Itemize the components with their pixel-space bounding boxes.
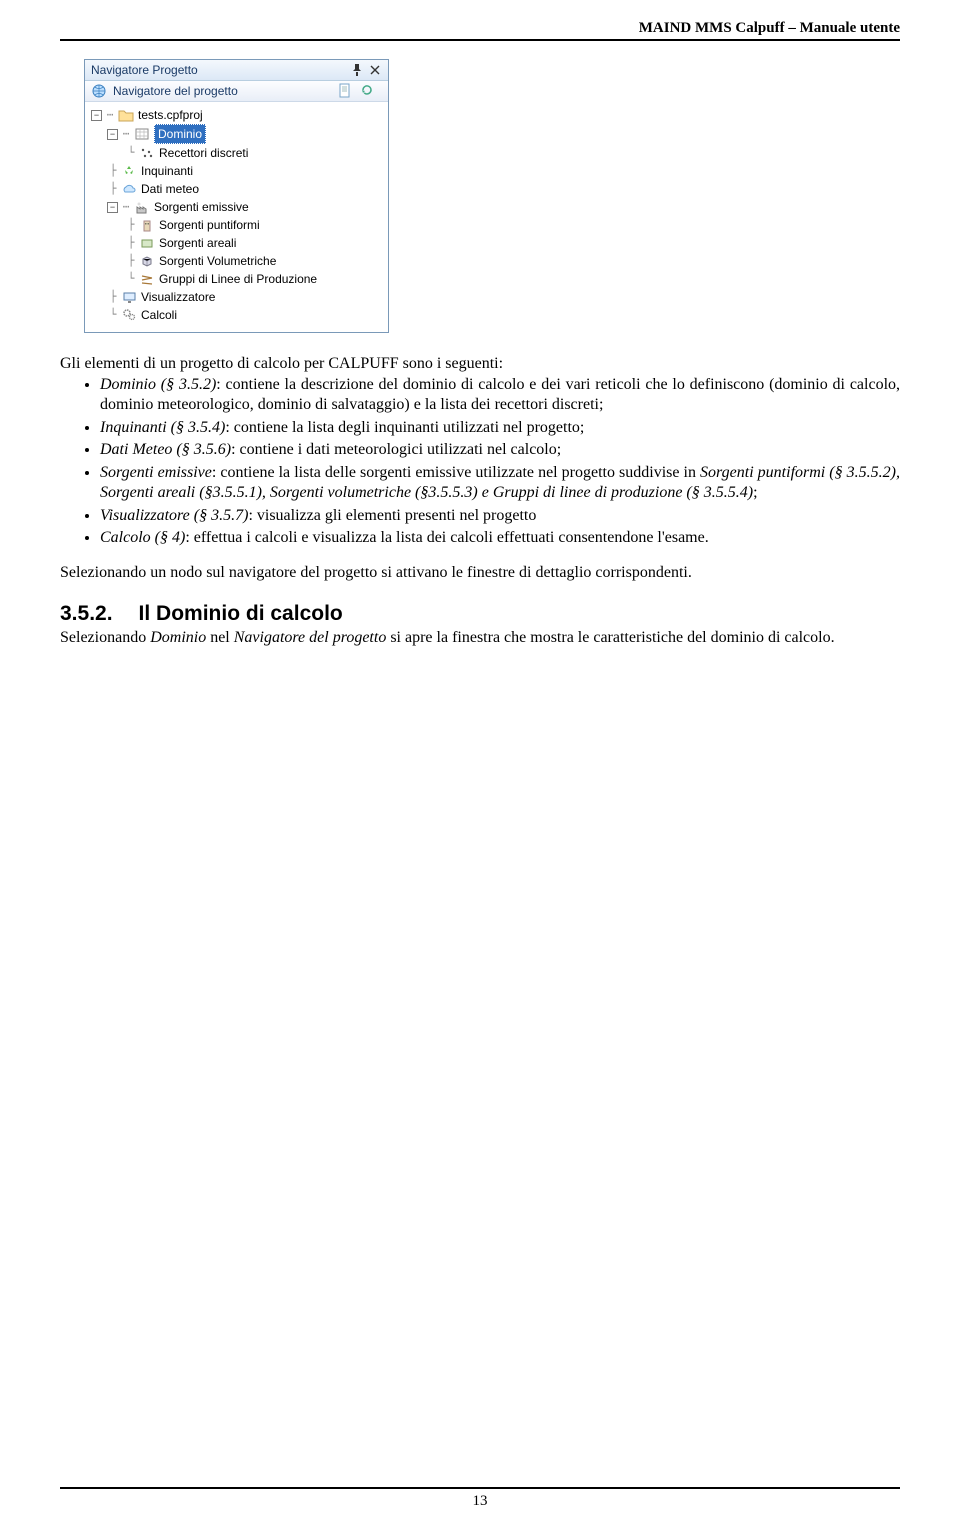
page-number: 13 [473, 1493, 488, 1509]
area-icon [139, 236, 155, 250]
tree-node-dati-meteo[interactable]: ├ Dati meteo [89, 180, 384, 198]
tree-label: Sorgenti puntiformi [159, 216, 260, 234]
expand-icon[interactable]: − [91, 110, 102, 121]
tree-node-sorgenti-volumetriche[interactable]: ├ Sorgenti Volumetriche [89, 252, 384, 270]
panel-toolbar: Navigatore del progetto [85, 81, 388, 102]
monitor-icon [121, 290, 137, 304]
list-item: Sorgenti emissive: contiene la lista del… [100, 463, 900, 504]
paragraph: Selezionando un nodo sul navigatore del … [60, 563, 900, 584]
tree-label: Recettori discreti [159, 144, 248, 162]
tree-label: Dati meteo [141, 180, 199, 198]
tree-label: Sorgenti areali [159, 234, 236, 252]
navigator-panel: Navigatore Progetto Navigatore del proge… [84, 59, 389, 333]
tree-node-calcoli[interactable]: └ Calcoli [89, 306, 384, 324]
factory-icon [134, 200, 150, 214]
tree-label: Inquinanti [141, 162, 193, 180]
cloud-icon [121, 182, 137, 196]
tree-node-visualizzatore[interactable]: ├ Visualizzatore [89, 288, 384, 306]
expand-icon[interactable]: − [107, 129, 118, 140]
header-title: MAIND MMS Calpuff – Manuale utente [639, 20, 900, 36]
building-icon [139, 218, 155, 232]
document-header: MAIND MMS Calpuff – Manuale utente [60, 20, 900, 41]
section-body: Selezionando Dominio nel Navigatore del … [60, 628, 900, 649]
tree-label: Sorgenti Volumetriche [159, 252, 276, 270]
tree-node-inquinanti[interactable]: ├ Inquinanti [89, 162, 384, 180]
section-title: Il Dominio di calcolo [139, 602, 343, 625]
grid-icon [134, 127, 150, 141]
intro-text: Gli elementi di un progetto di calcolo p… [60, 355, 900, 373]
tree-node-dominio[interactable]: − ⋯ Dominio [89, 124, 384, 144]
list-item: Calcolo (§ 4): effettua i calcoli e visu… [100, 528, 900, 548]
tree-node-recettori[interactable]: └ Recettori discreti [89, 144, 384, 162]
list-item: Inquinanti (§ 3.5.4): contiene la lista … [100, 418, 900, 438]
page-footer: 13 [60, 1487, 900, 1510]
tree-label: Dominio [154, 124, 206, 144]
panel-subtitle: Navigatore del progetto [113, 84, 238, 98]
project-tree: − ⋯ tests.cpfproj − ⋯ Dominio └ Recettor… [85, 102, 388, 332]
toolbar-doc-icon[interactable] [338, 83, 354, 99]
tree-node-sorgenti-puntiformi[interactable]: ├ Sorgenti puntiformi [89, 216, 384, 234]
panel-titlebar: Navigatore Progetto [85, 60, 388, 81]
toolbar-refresh-icon[interactable] [360, 83, 376, 99]
lines-icon [139, 272, 155, 286]
tree-root-label: tests.cpfproj [138, 106, 203, 124]
tree-label: Sorgenti emissive [154, 198, 249, 216]
tree-node-gruppi-linee[interactable]: └ Gruppi di Linee di Produzione [89, 270, 384, 288]
folder-icon [118, 108, 134, 122]
globe-icon [91, 83, 107, 99]
pin-icon[interactable] [350, 63, 364, 77]
tree-root[interactable]: − ⋯ tests.cpfproj [89, 106, 384, 124]
tree-label: Calcoli [141, 306, 177, 324]
expand-icon[interactable]: − [107, 202, 118, 213]
section-number: 3.5.2. [60, 602, 113, 625]
list-item: Dati Meteo (§ 3.5.6): contiene i dati me… [100, 440, 900, 460]
tree-label: Gruppi di Linee di Produzione [159, 270, 317, 288]
gears-icon [121, 308, 137, 322]
bullet-list: Dominio (§ 3.5.2): contiene la descrizio… [60, 375, 900, 549]
list-item: Dominio (§ 3.5.2): contiene la descrizio… [100, 375, 900, 416]
panel-title: Navigatore Progetto [91, 63, 198, 77]
cube-icon [139, 254, 155, 268]
tree-label: Visualizzatore [141, 288, 215, 306]
list-item: Visualizzatore (§ 3.5.7): visualizza gli… [100, 506, 900, 526]
recycle-icon [121, 164, 137, 178]
tree-node-sorgenti-areali[interactable]: ├ Sorgenti areali [89, 234, 384, 252]
tree-node-sorgenti-emissive[interactable]: − ⋯ Sorgenti emissive [89, 198, 384, 216]
section-heading: 3.5.2. Il Dominio di calcolo [60, 602, 900, 626]
dots-icon [139, 146, 155, 160]
close-icon[interactable] [368, 63, 382, 77]
